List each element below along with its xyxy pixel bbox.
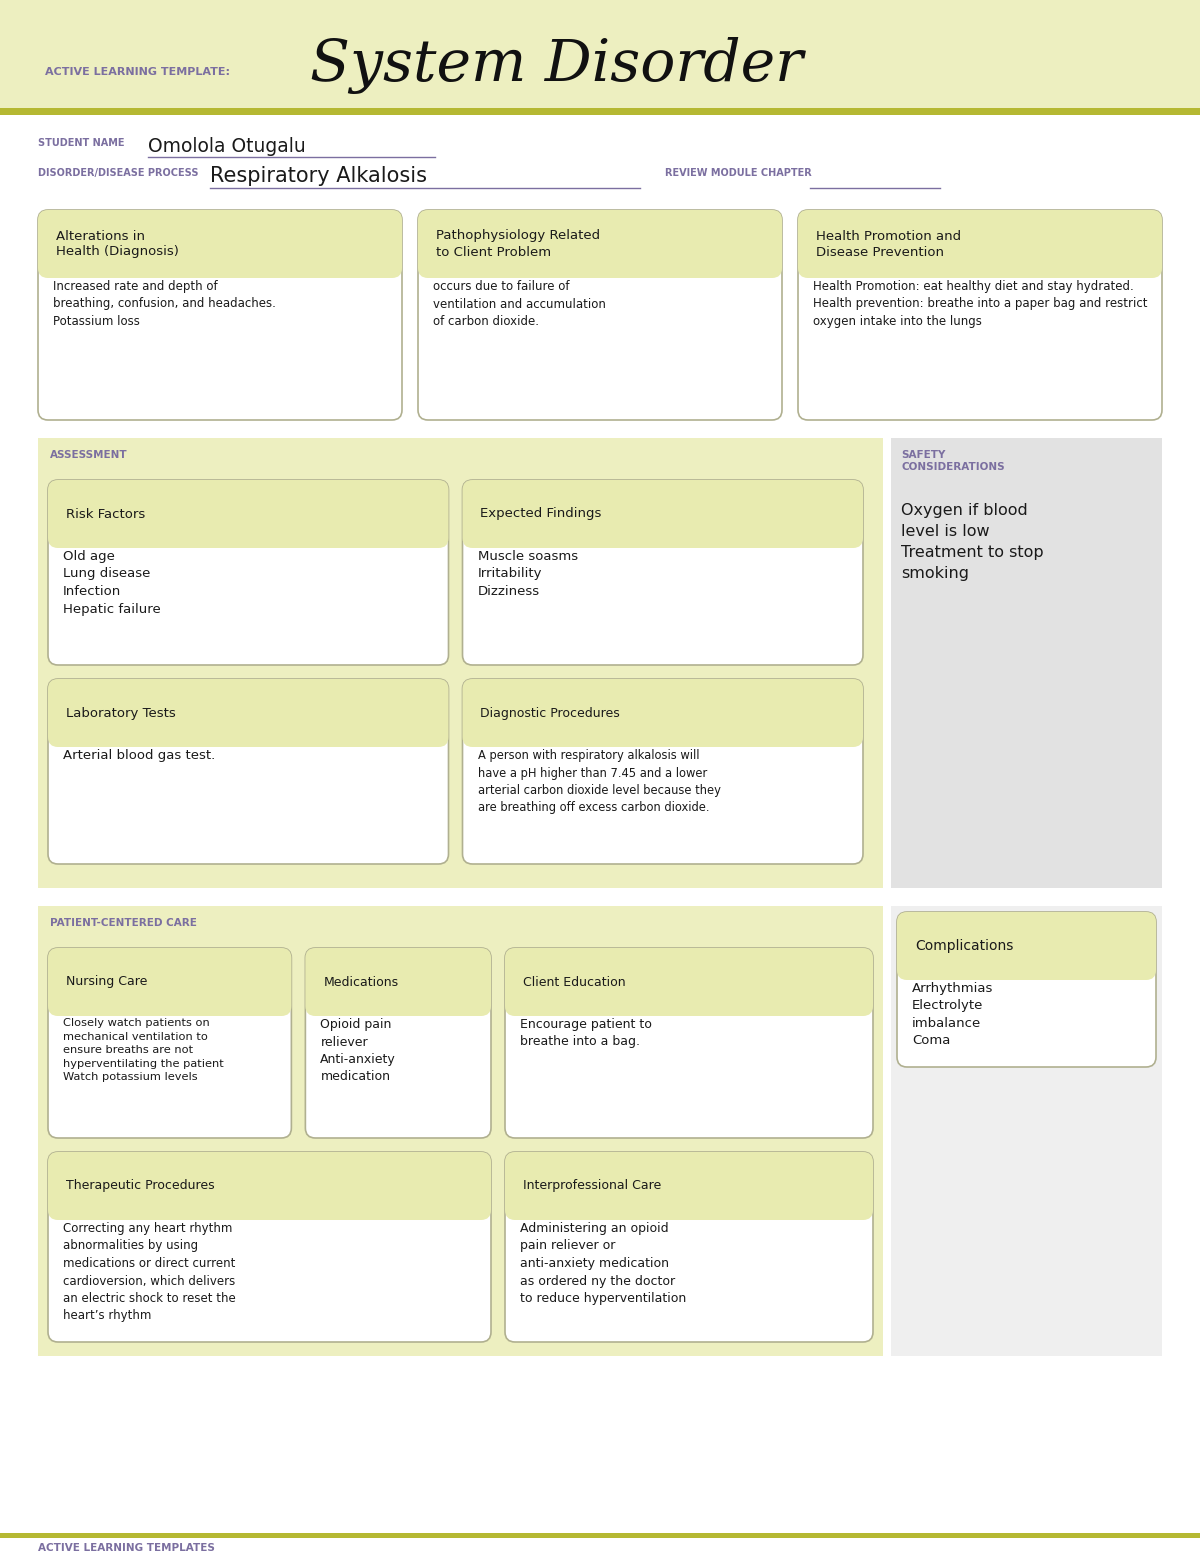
Text: Nursing Care: Nursing Care [66,975,148,989]
FancyBboxPatch shape [798,210,1162,278]
Text: Diagnostic Procedures: Diagnostic Procedures [480,707,620,719]
FancyBboxPatch shape [462,679,863,747]
Text: PATIENT-CENTERED CARE: PATIENT-CENTERED CARE [50,918,197,929]
Text: Complications: Complications [916,940,1013,954]
FancyBboxPatch shape [418,210,782,419]
Text: Oxygen if blood
level is low
Treatment to stop
smoking: Oxygen if blood level is low Treatment t… [901,503,1044,581]
Text: Administering an opioid
pain reliever or
anti-anxiety medication
as ordered ny t: Administering an opioid pain reliever or… [520,1222,686,1305]
Text: Medications: Medications [323,975,398,989]
Bar [58,528,438,540]
Text: System Disorder: System Disorder [310,37,803,93]
FancyBboxPatch shape [305,947,491,1138]
Bar [38,905,883,1356]
Bar [515,1200,863,1211]
Text: Encourage patient to
breathe into a bag.: Encourage patient to breathe into a bag. [520,1019,652,1048]
Bar [473,528,853,540]
Text: occurs due to failure of
ventilation and accumulation
of carbon dioxide.: occurs due to failure of ventilation and… [433,280,606,328]
Text: Respiratory Alkalosis: Respiratory Alkalosis [210,166,427,186]
Bar [316,995,481,1008]
Text: Interprofessional Care: Interprofessional Care [523,1179,661,1193]
FancyBboxPatch shape [462,480,863,548]
Text: Correcting any heart rhythm
abnormalities by using
medications or direct current: Correcting any heart rhythm abnormalitie… [64,1222,235,1323]
Text: Omolola Otugalu: Omolola Otugalu [148,137,306,155]
Text: Closely watch patients on
mechanical ventilation to
ensure breaths are not
hyper: Closely watch patients on mechanical ven… [64,1019,223,1082]
Bar [473,727,853,739]
FancyBboxPatch shape [798,210,1162,419]
FancyBboxPatch shape [462,679,863,863]
FancyBboxPatch shape [48,679,449,747]
Text: ACTIVE LEARNING TEMPLATE:: ACTIVE LEARNING TEMPLATE: [46,67,230,78]
Bar [428,258,772,270]
FancyBboxPatch shape [48,1152,491,1221]
Text: Laboratory Tests: Laboratory Tests [66,707,175,719]
Bar [58,1200,481,1211]
Text: Pathophysiology Related
to Client Problem: Pathophysiology Related to Client Proble… [436,230,600,258]
FancyBboxPatch shape [505,1152,874,1221]
Text: REVIEW MODULE CHAPTER: REVIEW MODULE CHAPTER [665,168,811,179]
FancyBboxPatch shape [505,947,874,1016]
Text: ACTIVE LEARNING TEMPLATES: ACTIVE LEARNING TEMPLATES [38,1544,215,1553]
FancyBboxPatch shape [305,947,491,1016]
Bar [808,258,1152,270]
Text: DISORDER/DISEASE PROCESS: DISORDER/DISEASE PROCESS [38,168,198,179]
Text: Health Promotion: eat healthy diet and stay hydrated.
Health prevention: breathe: Health Promotion: eat healthy diet and s… [814,280,1147,328]
Text: A person with respiratory alkalosis will
have a pH higher than 7.45 and a lower
: A person with respiratory alkalosis will… [478,749,720,814]
Bar [0,109,1200,115]
Bar [890,905,1162,1356]
Text: SAFETY
CONSIDERATIONS: SAFETY CONSIDERATIONS [901,450,1004,472]
Text: Increased rate and depth of
breathing, confusion, and headaches.
Potassium loss: Increased rate and depth of breathing, c… [53,280,276,328]
FancyBboxPatch shape [38,210,402,419]
FancyBboxPatch shape [898,912,1156,1067]
Text: Therapeutic Procedures: Therapeutic Procedures [66,1179,215,1193]
FancyBboxPatch shape [38,210,402,278]
FancyBboxPatch shape [48,480,449,548]
Bar [907,960,1146,972]
Text: Expected Findings: Expected Findings [480,508,602,520]
Text: Risk Factors: Risk Factors [66,508,145,520]
Text: Health Promotion and
Disease Prevention: Health Promotion and Disease Prevention [816,230,961,258]
Bar [0,0,1200,109]
Text: Alterations in
Health (Diagnosis): Alterations in Health (Diagnosis) [56,230,179,258]
FancyBboxPatch shape [48,480,449,665]
Bar [58,727,438,739]
FancyBboxPatch shape [48,947,292,1016]
Bar [0,1533,1200,1537]
Bar [38,438,883,888]
Text: Opioid pain
reliever
Anti-anxiety
medication: Opioid pain reliever Anti-anxiety medica… [320,1019,396,1084]
Text: Arrhythmias
Electrolyte
imbalance
Coma: Arrhythmias Electrolyte imbalance Coma [912,981,994,1048]
FancyBboxPatch shape [48,1152,491,1342]
Text: Muscle soasms
Irritability
Dizziness: Muscle soasms Irritability Dizziness [478,550,577,598]
Bar [58,995,281,1008]
FancyBboxPatch shape [898,912,1156,980]
FancyBboxPatch shape [48,947,292,1138]
Bar [515,995,863,1008]
FancyBboxPatch shape [418,210,782,278]
Bar [48,258,392,270]
FancyBboxPatch shape [48,679,449,863]
Text: Arterial blood gas test.: Arterial blood gas test. [64,749,215,763]
FancyBboxPatch shape [462,480,863,665]
Text: Client Education: Client Education [523,975,625,989]
Text: STUDENT NAME: STUDENT NAME [38,138,125,148]
FancyBboxPatch shape [505,947,874,1138]
Bar [890,438,1162,888]
Text: ASSESSMENT: ASSESSMENT [50,450,127,460]
Text: Old age
Lung disease
Infection
Hepatic failure: Old age Lung disease Infection Hepatic f… [64,550,161,615]
FancyBboxPatch shape [505,1152,874,1342]
